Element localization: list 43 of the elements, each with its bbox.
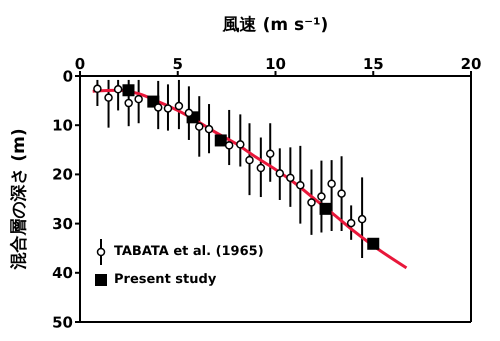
y-tick-label: 0 [62, 67, 73, 86]
point [224, 141, 234, 150]
point [358, 214, 366, 224]
point [320, 202, 332, 215]
y-tick-label: 30 [52, 214, 73, 233]
legend-label: Present study [114, 272, 216, 288]
y-tick-label: 50 [52, 313, 73, 332]
point [134, 94, 143, 104]
x-axis-title: 風速 (m s⁻¹) [222, 15, 328, 36]
point [296, 180, 305, 190]
y-tick-label: 40 [52, 264, 73, 282]
x-tick-label: 0 [74, 55, 86, 73]
y-axis-title: 混合層の深さ (m) [9, 128, 30, 271]
point [236, 140, 245, 149]
point [122, 84, 134, 96]
point [154, 103, 162, 112]
point [367, 238, 380, 250]
point [286, 174, 295, 182]
point [104, 93, 113, 102]
x-tick-label: 10 [265, 55, 286, 73]
point [317, 192, 326, 201]
x-tick-label: 15 [362, 55, 384, 73]
point [174, 102, 184, 110]
point [327, 180, 336, 188]
point [337, 189, 346, 198]
point [276, 169, 284, 178]
y-tick-label: 10 [52, 116, 73, 135]
x-tick-label: 20 [460, 55, 482, 73]
point [245, 156, 254, 164]
point [307, 198, 316, 207]
point [214, 134, 227, 146]
point [124, 98, 133, 108]
point [256, 164, 266, 172]
y-tick-label: 20 [52, 166, 73, 184]
point [266, 149, 274, 158]
point [93, 84, 102, 94]
point [164, 104, 172, 113]
point [346, 218, 356, 228]
point [204, 124, 214, 134]
legend-label: TABATA et al. (1965) [114, 244, 264, 260]
point [114, 85, 122, 94]
point [195, 122, 204, 131]
x-tick-label: 5 [172, 55, 183, 73]
